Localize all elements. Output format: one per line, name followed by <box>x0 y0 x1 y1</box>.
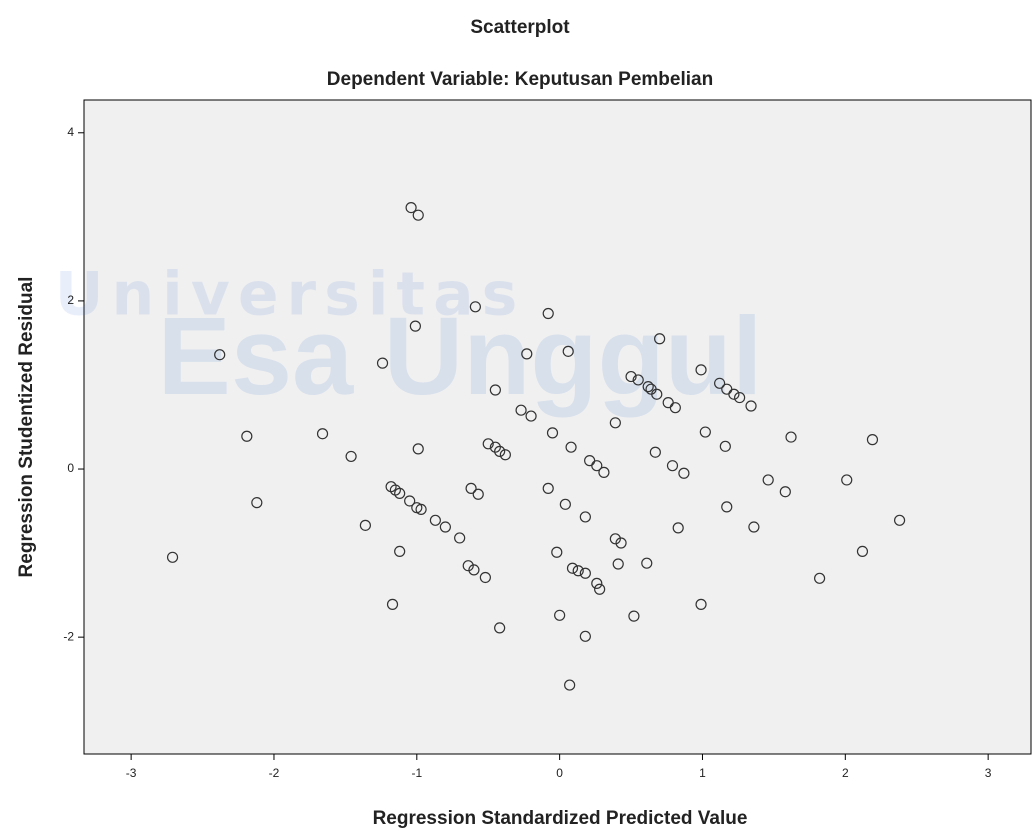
plot-area <box>84 100 1031 754</box>
x-tick-label: 1 <box>699 766 706 780</box>
x-tick-label: -1 <box>411 766 422 780</box>
y-axis-label: Regression Studentized Residual <box>16 277 37 578</box>
chart-title: Scatterplot <box>470 17 570 38</box>
x-tick-label: 3 <box>985 766 992 780</box>
x-tick-label: 0 <box>556 766 563 780</box>
y-tick-label: 2 <box>67 293 74 307</box>
x-axis-label: Regression Standardized Predicted Value <box>373 808 748 829</box>
x-tick-label: -3 <box>126 766 137 780</box>
y-tick-label: 0 <box>67 461 74 475</box>
chart: Universitas Esa Unggul Scatterplot Depen… <box>0 0 1032 834</box>
x-tick-label: 2 <box>842 766 849 780</box>
y-tick-label: -2 <box>63 629 74 643</box>
x-tick-label: -2 <box>269 766 280 780</box>
chart-subtitle: Dependent Variable: Keputusan Pembelian <box>327 69 713 90</box>
y-tick-label: 4 <box>67 125 74 139</box>
page: Universitas Esa Unggul Scatterplot Depen… <box>0 0 1032 839</box>
